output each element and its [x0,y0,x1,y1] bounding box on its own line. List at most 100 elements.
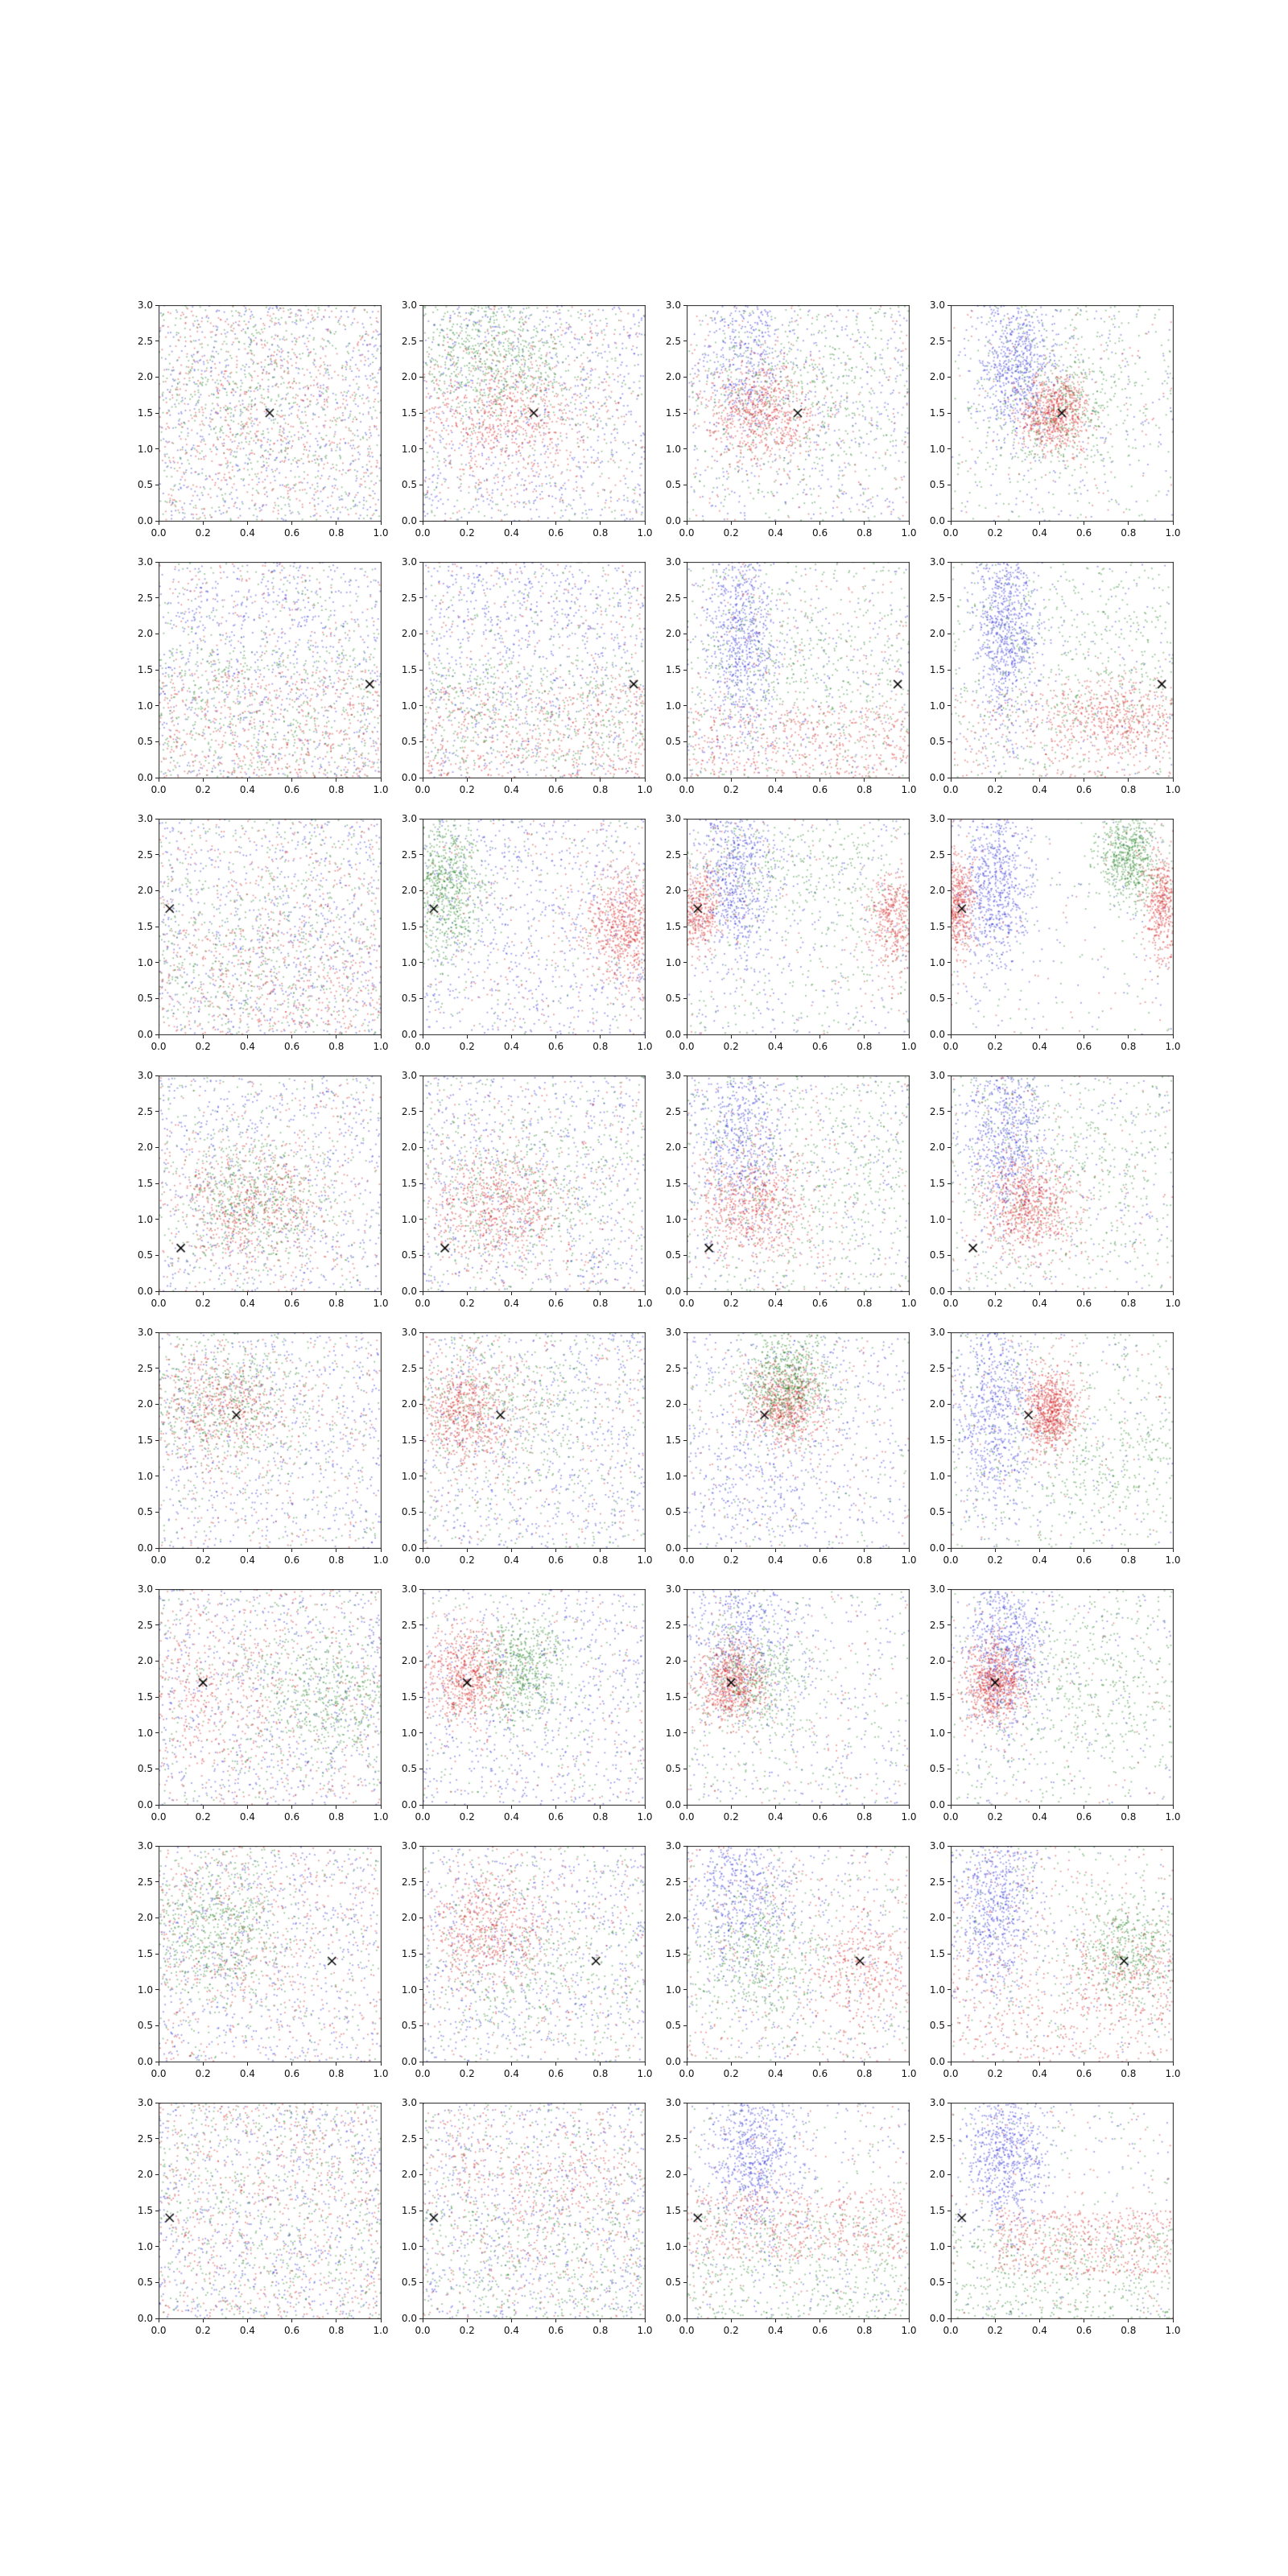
x-tick-label: 1.0 [373,2325,389,2336]
x-tick-mark [1128,1035,1129,1038]
x-tick-mark [466,1035,468,1038]
x-tick-label: 0.0 [151,2325,167,2336]
x-tick-label: 0.4 [239,1041,255,1052]
y-tick-label: 0.0 [665,2313,681,2324]
x-tick-mark [994,1292,996,1295]
x-tick-mark [864,522,865,525]
x-tick-mark [950,2319,952,2322]
scatter-canvas [423,2103,646,2319]
y-tick-label: 1.0 [401,700,417,712]
x-tick-label: 0.8 [328,784,345,795]
x-tick-label: 0.4 [503,527,519,539]
x-tick-label: 0.6 [284,527,300,539]
y-tick-label: 0.0 [137,1286,153,1297]
x-tick-label: 0.4 [767,527,783,539]
x-tick-mark [291,778,293,782]
x-tick-label: 1.0 [901,2325,917,2336]
y-tick-label: 0.5 [665,2277,681,2289]
y-tick-mark [419,2318,423,2319]
x-tick-label: 0.2 [987,1554,1003,1566]
y-tick-mark [947,1660,951,1662]
scatter-canvas [687,1589,910,1806]
x-tick-label: 0.2 [195,1041,211,1052]
y-tick-mark [947,1845,951,1847]
scatter-canvas [159,1075,382,1292]
y-tick-mark [683,854,687,856]
x-tick-mark [510,778,512,782]
y-tick-label: 1.5 [929,921,945,932]
x-tick-label: 0.0 [679,1298,695,1309]
y-tick-mark [419,1075,423,1076]
y-tick-mark [683,1075,687,1076]
y-tick-label: 0.0 [929,772,945,783]
scatter-panel: 0.0 0.2 0.4 0.6 0.8 1.0 0.0 0.5 1.0 1.5 2.0 2.5 3.0 [402,2097,653,2336]
y-tick-label: 2.5 [137,592,153,604]
x-tick-label: 0.4 [1031,1554,1047,1566]
x-tick-label: 0.8 [1121,2325,1137,2336]
x-tick-label: 0.6 [548,2068,564,2079]
y-tick-label: 1.0 [665,1470,681,1482]
y-tick-mark [419,1547,423,1549]
x-tick-label: 0.2 [195,1811,211,1823]
y-tick-label: 1.0 [137,956,153,968]
y-tick-mark [683,412,687,414]
y-tick-label: 1.0 [929,700,945,712]
x-tick-mark [246,1035,248,1038]
y-tick-mark [419,1845,423,1847]
x-tick-label: 0.4 [767,1811,783,1823]
y-tick-mark [683,1881,687,1883]
scatter-panel: 0.0 0.2 0.4 0.6 0.8 1.0 0.0 0.5 1.0 1.5 2.0 2.5 3.0 [402,813,653,1052]
x-tick-label: 0.2 [459,1811,475,1823]
y-tick-label: 1.0 [401,1213,417,1225]
x-tick-label: 0.2 [195,1298,211,1309]
y-tick-label: 1.0 [401,956,417,968]
x-tick-label: 0.6 [548,1298,564,1309]
y-tick-label: 0.0 [929,2056,945,2067]
y-tick-mark [419,2138,423,2140]
y-tick-label: 2.0 [665,1398,681,1410]
y-tick-label: 2.0 [665,1912,681,1924]
y-tick-label: 2.0 [665,1141,681,1154]
scatter-canvas [687,819,910,1035]
y-tick-mark [155,2138,159,2140]
x-tick-label: 0.4 [1031,2325,1047,2336]
y-tick-mark [419,1111,423,1113]
x-tick-label: 0.6 [284,2325,300,2336]
x-tick-label: 0.6 [812,784,828,795]
y-tick-mark [419,1511,423,1513]
x-tick-mark [819,2062,821,2066]
x-tick-label: 0.4 [239,1298,255,1309]
x-tick-label: 0.2 [459,1554,475,1566]
x-tick-mark [774,1549,776,1552]
x-tick-label: 0.0 [415,2068,431,2079]
y-tick-label: 0.0 [401,772,417,783]
x-tick-label: 0.2 [195,2325,211,2336]
scatter-panel: 0.0 0.2 0.4 0.6 0.8 1.0 0.0 0.5 1.0 1.5 2.0 2.5 3.0 [930,1583,1181,1823]
scatter-canvas [159,819,382,1035]
x-tick-mark [466,1549,468,1552]
y-tick-label: 2.0 [137,2169,153,2181]
y-tick-mark [155,1588,159,1590]
x-tick-label: 0.4 [1031,527,1047,539]
y-tick-label: 1.5 [929,1691,945,1703]
x-tick-label: 0.0 [943,1811,959,1823]
x-tick-mark [202,778,204,782]
scatter-canvas [159,305,382,522]
y-tick-label: 0.0 [401,1799,417,1810]
x-tick-label: 1.0 [1165,1811,1181,1823]
y-tick-label: 1.5 [137,2205,153,2216]
x-tick-mark [1128,522,1129,525]
y-tick-mark [947,2174,951,2175]
x-tick-mark [819,1549,821,1552]
x-tick-label: 1.0 [373,1298,389,1309]
x-tick-label: 0.8 [592,784,609,795]
scatter-canvas [423,1332,646,1549]
x-tick-mark [774,1806,776,1809]
x-tick-mark [600,1292,601,1295]
y-tick-mark [947,890,951,891]
x-tick-label: 0.2 [195,1554,211,1566]
x-tick-mark [819,778,821,782]
x-tick-mark [1038,1035,1040,1038]
y-tick-label: 3.0 [137,1583,153,1595]
x-tick-label: 0.0 [151,1041,167,1052]
